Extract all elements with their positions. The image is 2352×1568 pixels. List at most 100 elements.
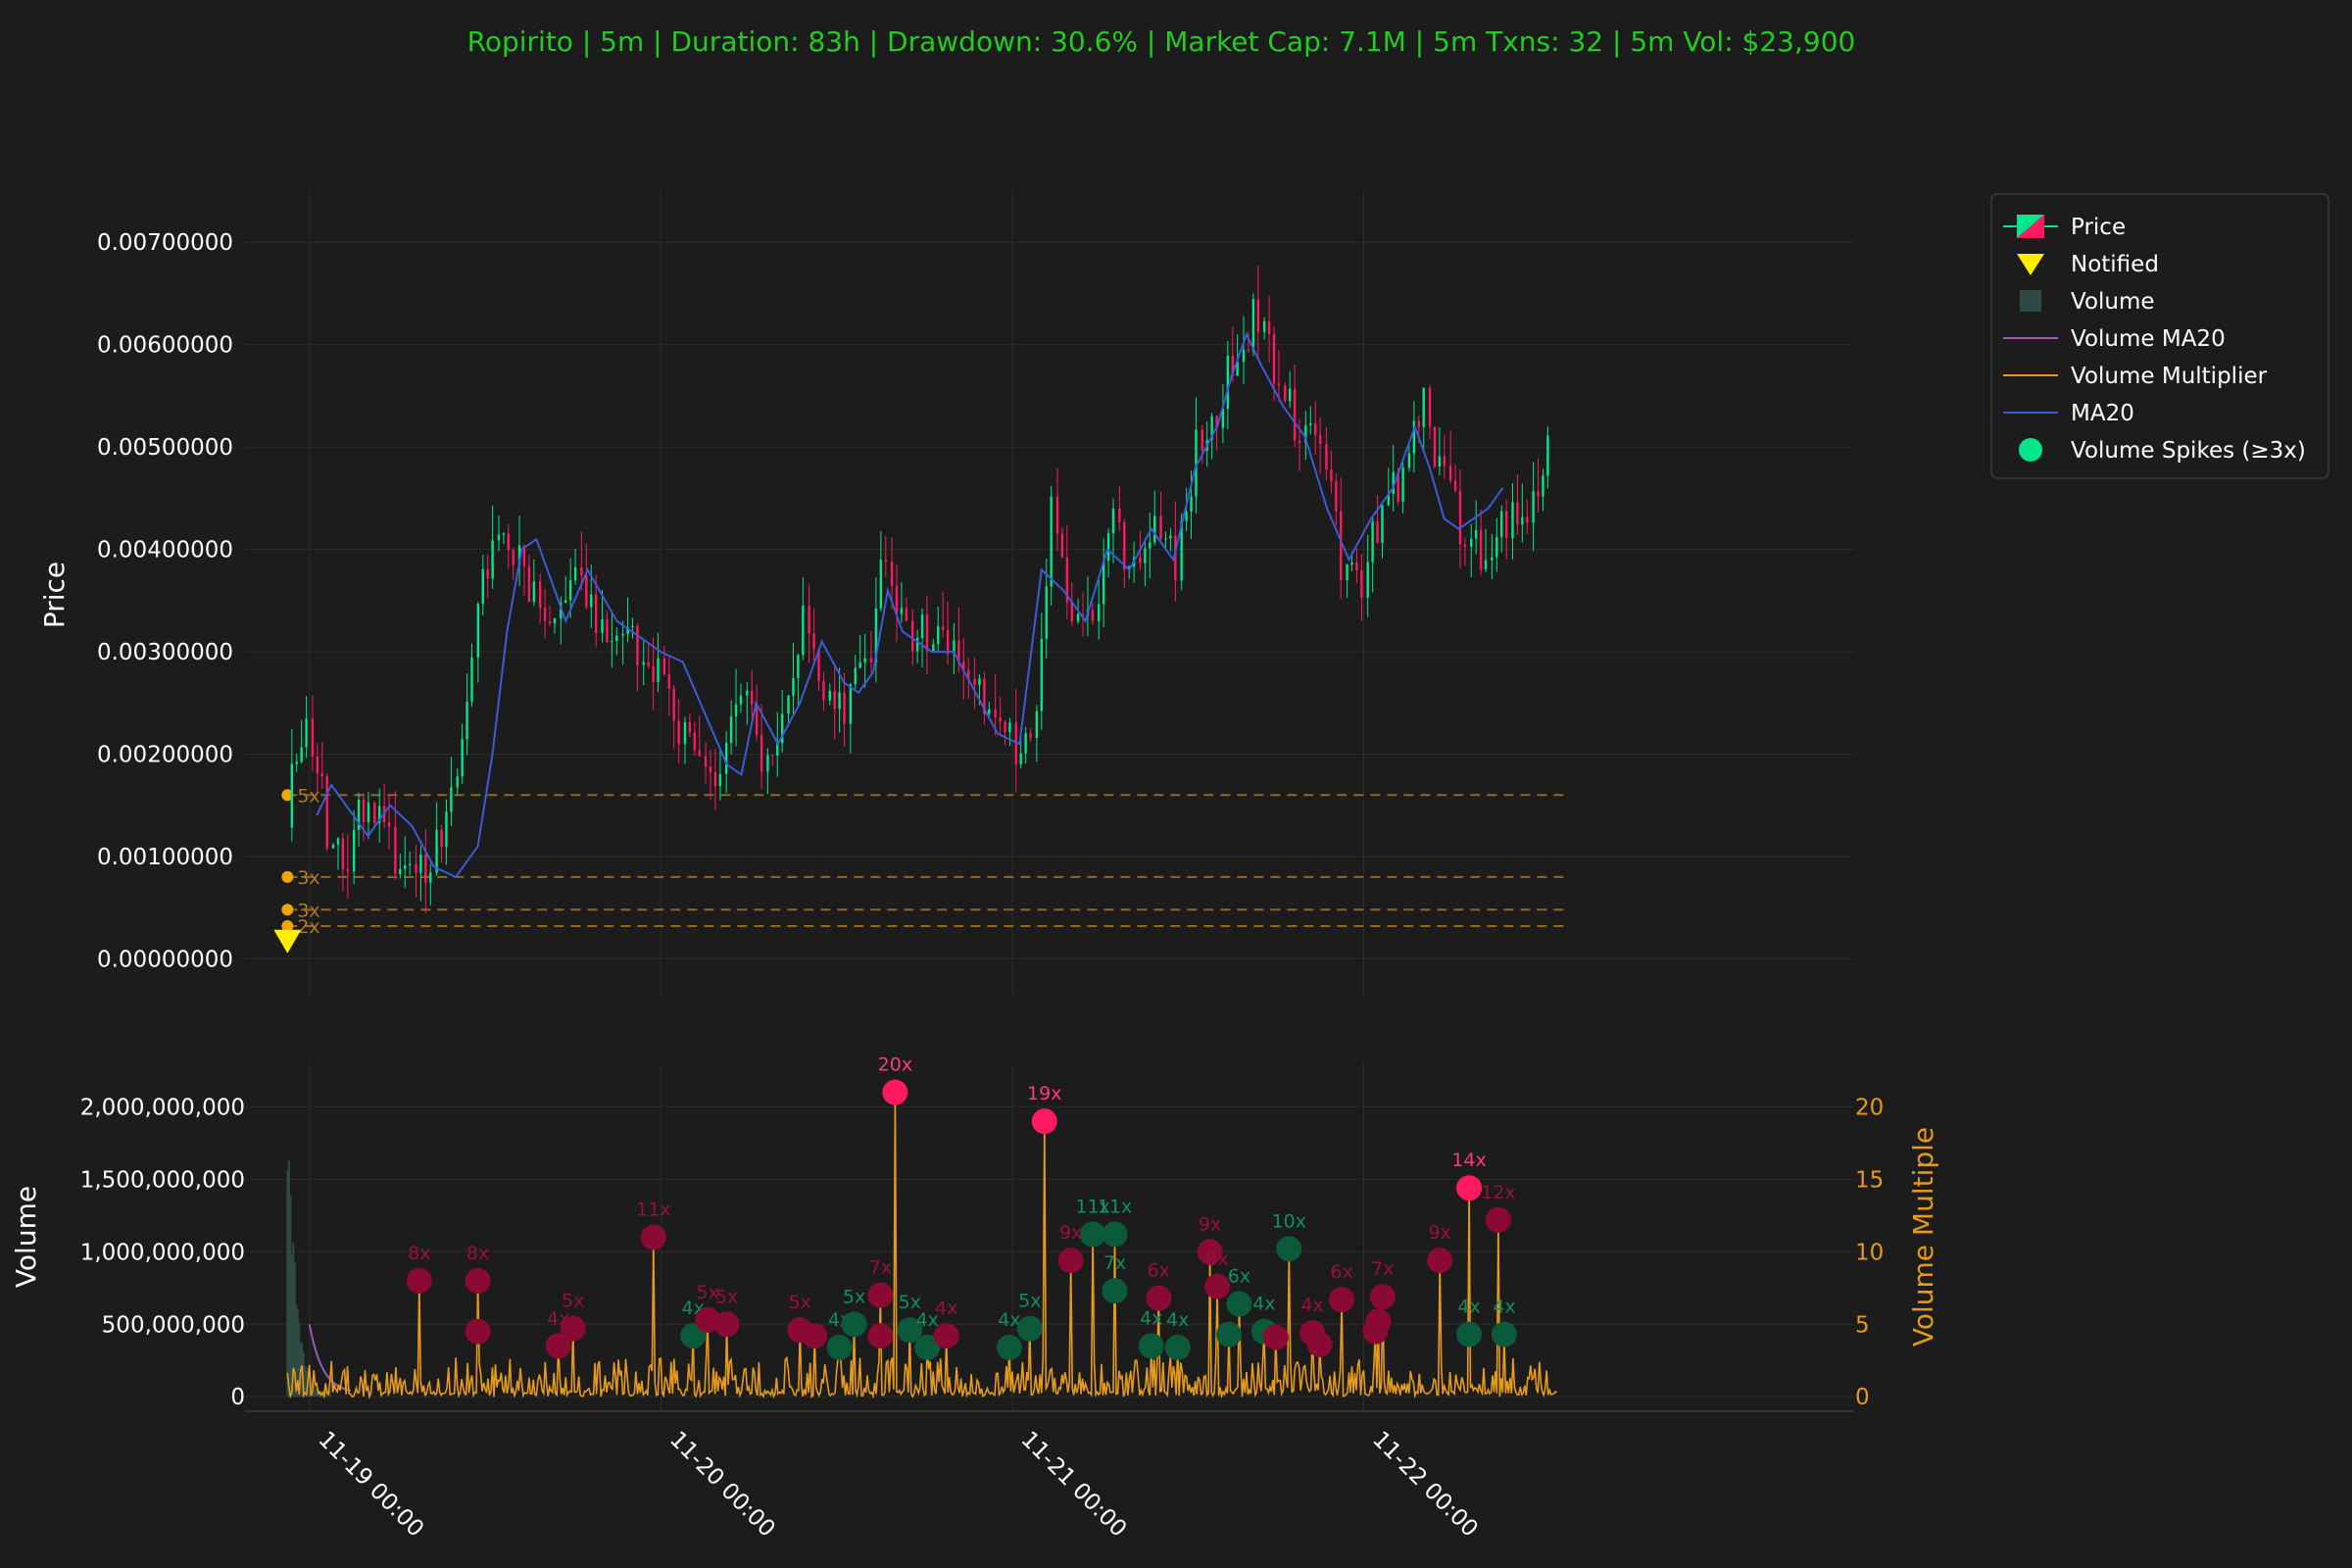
volume-bar [286, 1169, 289, 1397]
candle-body [1537, 491, 1540, 497]
volume-spike-marker [1102, 1221, 1128, 1248]
candle-body [734, 704, 738, 717]
candle-body [1111, 509, 1115, 534]
candle-body [792, 677, 795, 696]
candle-body [1325, 444, 1328, 470]
candle-body [1144, 548, 1147, 564]
candle-body [1284, 385, 1287, 402]
candle-body [667, 674, 670, 689]
volume-bar [293, 1262, 296, 1397]
legend-label: Notified [2071, 252, 2159, 277]
volume-spike-label: 6x [1228, 1266, 1250, 1288]
candle-body [915, 637, 919, 652]
multiple-tick-label: 5 [1855, 1312, 1870, 1338]
candle-body [858, 662, 861, 668]
candle-body [1277, 383, 1281, 386]
candle-body [470, 657, 473, 702]
candle-body [1314, 423, 1317, 435]
candle-body [606, 619, 609, 643]
candle-body [445, 811, 448, 847]
candle-body [652, 665, 655, 682]
candle-body [415, 863, 417, 873]
candle-body [994, 709, 997, 717]
candle-body [1335, 481, 1338, 512]
candle-body [580, 566, 583, 576]
candle-body [890, 562, 894, 586]
volume-spike-label: 10x [1272, 1210, 1306, 1232]
candle-body [387, 822, 391, 827]
volume-bar [287, 1159, 290, 1397]
candle-body [688, 721, 692, 733]
candle-body [373, 803, 376, 823]
candle-body [937, 626, 940, 645]
volume-spike-marker [640, 1224, 666, 1250]
candle-body [1123, 521, 1126, 570]
legend-box [1990, 193, 2329, 479]
volume-bar [316, 1389, 318, 1397]
candle-body [1169, 535, 1172, 539]
candle-body [601, 619, 604, 633]
volume-spike-label: 8x [408, 1243, 430, 1264]
candle-body [1484, 560, 1488, 569]
candle-body [1458, 490, 1462, 545]
threshold-label: 3x [297, 867, 319, 889]
volume-bar [292, 1243, 295, 1397]
candle-body [1159, 515, 1162, 539]
notified-marker [273, 929, 302, 954]
candle-body [615, 635, 618, 642]
candle-body [1309, 423, 1312, 425]
candle-body [1118, 509, 1121, 522]
candle-body [1102, 561, 1105, 605]
volume-spike-marker [1365, 1308, 1392, 1335]
volume-spike-marker [695, 1306, 721, 1333]
volume-spike-label: 9x [1059, 1222, 1082, 1244]
candle-body [429, 872, 432, 883]
candle-body [1360, 570, 1363, 598]
candle-body [828, 690, 831, 701]
candle-body [476, 604, 480, 658]
candle-body [1474, 529, 1478, 539]
threshold-marker [281, 870, 294, 883]
candle-body [631, 626, 634, 628]
candle-body [729, 716, 733, 743]
volume-spike-label: 7x [869, 1257, 892, 1279]
candle-body [677, 720, 680, 745]
candle-body [1417, 420, 1420, 427]
candle-body [776, 743, 779, 756]
volume-spike-marker [1369, 1284, 1396, 1310]
candle-body [781, 713, 784, 744]
legend-label: Price [2071, 215, 2126, 240]
volume-bar [308, 1371, 311, 1397]
candle-body [771, 755, 774, 757]
volume-spike-marker [1427, 1248, 1453, 1274]
candle-body [1226, 356, 1230, 409]
candle-body [1106, 533, 1110, 562]
price-tick-label: 0.00700000 [97, 230, 233, 256]
candle-body [1065, 557, 1069, 603]
volume-bar [289, 1195, 292, 1397]
volume-bar [324, 1391, 327, 1397]
price-tick-label: 0.00200000 [97, 743, 233, 768]
candle-body [497, 534, 501, 541]
candle-body [1035, 710, 1039, 738]
candle-body [466, 701, 468, 740]
volume-spike-label: 11x [636, 1200, 670, 1221]
candle-body [797, 655, 800, 678]
volume-spike-label: 5x [715, 1286, 738, 1307]
candle-body [435, 829, 438, 873]
volume-axis-label: Volume [10, 1186, 42, 1288]
candle-body [1251, 299, 1255, 352]
candle-body [1504, 511, 1508, 539]
candle-body [642, 662, 645, 665]
volume-spike-marker [1204, 1273, 1231, 1299]
candle-body [739, 695, 743, 705]
volume-bar [290, 1255, 293, 1397]
candle-body [1448, 466, 1452, 481]
candle-body [879, 560, 883, 609]
candle-body [1215, 416, 1218, 428]
volume-spike-marker [545, 1333, 571, 1359]
volume-spike-marker [1080, 1221, 1106, 1248]
candle-body [532, 581, 536, 603]
volume-spike-label: 7x [1103, 1252, 1126, 1274]
candle-body [1463, 544, 1467, 547]
